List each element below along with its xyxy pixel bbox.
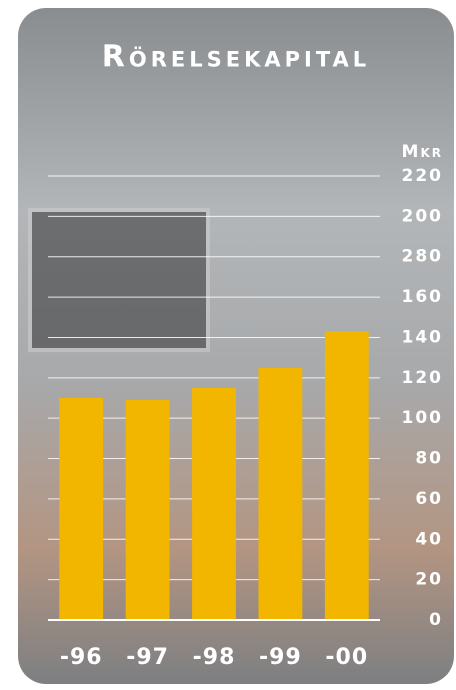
bar — [59, 398, 104, 620]
x-tick-label: -98 — [193, 645, 236, 670]
y-tick-label: 20 — [415, 570, 443, 590]
y-tick-label: 140 — [402, 327, 444, 347]
y-tick-label: 220 — [402, 166, 444, 186]
y-tick-label: 40 — [415, 529, 443, 549]
bar — [125, 400, 170, 620]
y-axis-label: Mkr — [402, 142, 443, 162]
y-tick-label: 100 — [402, 408, 444, 428]
photo-window — [28, 208, 210, 352]
y-tick-label: 120 — [402, 368, 444, 388]
y-tick-label: 200 — [402, 206, 444, 226]
bar — [192, 387, 236, 620]
x-tick-label: -99 — [259, 645, 302, 670]
chart-title: Rörelsekapital — [102, 40, 370, 75]
y-tick-label: 160 — [402, 287, 444, 307]
y-tick-label: 60 — [415, 489, 443, 509]
x-tick-label: -97 — [126, 645, 169, 670]
bar — [324, 331, 369, 620]
y-tick-label: 0 — [429, 610, 443, 630]
x-tick-label: -96 — [60, 645, 103, 670]
bar — [258, 367, 303, 620]
y-tick-label: 280 — [402, 247, 444, 267]
x-tick-label: -00 — [325, 645, 368, 670]
y-tick-label: 80 — [415, 449, 443, 469]
